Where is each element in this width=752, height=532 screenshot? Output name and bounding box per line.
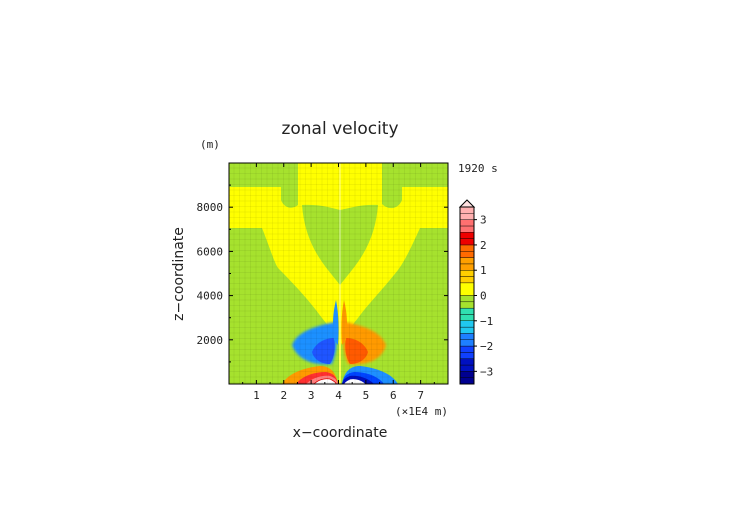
y-axis-label: z−coordinate xyxy=(171,227,187,321)
colorbar-segment xyxy=(459,358,475,366)
colorbar-segment xyxy=(459,339,475,347)
colorbar-segment xyxy=(459,270,475,277)
colorbar-segment xyxy=(459,352,475,359)
y-tick-label: 6000 xyxy=(197,245,224,258)
colorbar-segment xyxy=(459,225,475,233)
colorbar-segment xyxy=(459,219,475,227)
x-tick-label: 3 xyxy=(308,389,315,402)
colorbar-segment xyxy=(459,251,475,258)
y-tick-label: 8000 xyxy=(197,201,224,214)
x-tick-label: 1 xyxy=(253,389,260,402)
x-tick-label: 6 xyxy=(390,389,397,402)
colorbar: 3 2 1 0 −1 −2 −3 xyxy=(458,199,493,385)
colorbar-segment xyxy=(459,282,475,296)
x-tick-label: 2 xyxy=(280,389,287,402)
colorbar-tick-label: 2 xyxy=(480,239,487,252)
colorbar-segment xyxy=(459,333,475,340)
colorbar-segment xyxy=(459,263,475,271)
colorbar-segment xyxy=(459,244,475,252)
colorbar-segment xyxy=(459,257,475,265)
colorbar-segment xyxy=(459,206,475,214)
colorbar-segment xyxy=(459,345,475,353)
x-tick-label: 5 xyxy=(363,389,370,402)
y-unit-label: (m) xyxy=(200,138,220,151)
grid-texture xyxy=(229,163,448,384)
colorbar-tick-label: 0 xyxy=(480,290,487,303)
colorbar-tick-label: −3 xyxy=(480,365,493,378)
colorbar-segment xyxy=(459,213,475,220)
colorbar-tick-label: 3 xyxy=(480,214,487,227)
x-tick-label: 4 xyxy=(335,389,342,402)
x-axis-label: x−coordinate xyxy=(293,425,388,441)
x-ticks: 1 2 3 4 5 6 7 xyxy=(242,163,435,402)
chart-title: zonal velocity xyxy=(281,119,398,139)
colorbar-segment xyxy=(459,276,475,284)
colorbar-segment xyxy=(459,301,475,309)
colorbar-tick-label: −1 xyxy=(480,315,493,328)
x-unit-label: (×1E4 m) xyxy=(395,405,448,418)
plot-area xyxy=(229,163,448,384)
y-ticks: 2000 4000 6000 8000 xyxy=(197,184,448,363)
colorbar-segment xyxy=(459,295,475,303)
colorbar-segment xyxy=(459,364,475,372)
colorbar-segment xyxy=(459,238,475,246)
colorbar-segment xyxy=(459,326,475,334)
colorbar-segment xyxy=(459,314,475,321)
colorbar-segment xyxy=(459,377,475,385)
colorbar-segment xyxy=(459,307,475,315)
colorbar-segment xyxy=(459,320,475,328)
time-label: 1920 s xyxy=(458,162,498,175)
colorbar-tick-label: 1 xyxy=(480,264,487,277)
y-tick-label: 2000 xyxy=(197,334,224,347)
colorbar-segment xyxy=(459,371,475,378)
y-tick-label: 4000 xyxy=(197,290,224,303)
colorbar-segment xyxy=(459,232,475,239)
colorbar-extend-arrow xyxy=(458,199,476,208)
x-tick-label: 7 xyxy=(417,389,424,402)
colorbar-tick-label: −2 xyxy=(480,340,493,353)
